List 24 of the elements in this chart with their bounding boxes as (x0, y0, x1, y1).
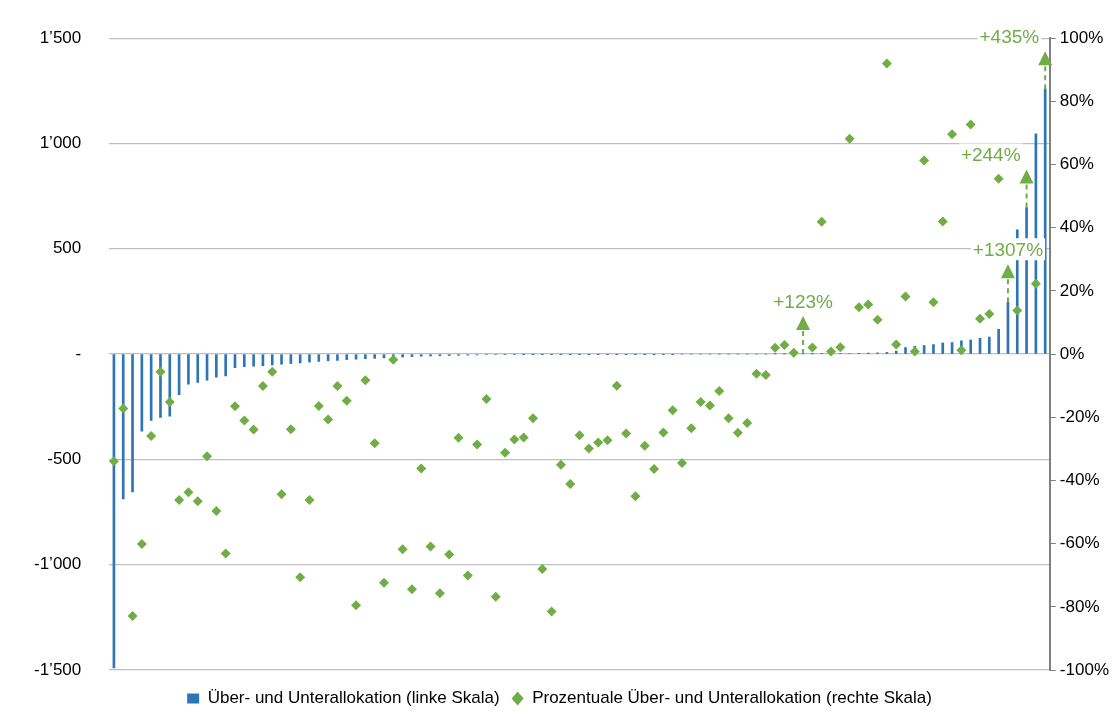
legend-label: Über- und Unterallokation (linke Skala) (207, 688, 500, 708)
text: +123% (773, 290, 833, 312)
y2-tick-label: -40% (1059, 470, 1100, 490)
y2-tick-label: -60% (1059, 533, 1100, 553)
text: +1307% (972, 239, 1044, 261)
y-tick-label: 1’000 (39, 133, 82, 153)
y-tick-label: -500 (47, 449, 82, 469)
y2-tick-label: -20% (1059, 406, 1100, 426)
y2-tick-label: 60% (1059, 154, 1094, 174)
legend-label: Prozentuale Über- und Unterallokation (rechte Skala) (532, 688, 932, 708)
y2-tick-label: 20% (1059, 280, 1094, 300)
y2-tick-label: 80% (1059, 91, 1094, 111)
y2-tick-label: -80% (1059, 596, 1100, 616)
y2-tick-label: 0% (1059, 343, 1085, 363)
text: +435% (979, 25, 1040, 47)
y-tick-label: 1’500 (39, 27, 82, 47)
y-tick-label: -1’000 (33, 554, 82, 574)
y-tick-label: -1’500 (33, 659, 82, 679)
y2-tick-label: 40% (1059, 217, 1094, 237)
y-tick-label: - (75, 343, 82, 363)
y-tick-label: 500 (52, 238, 82, 258)
y2-tick-label: -100% (1059, 659, 1109, 679)
text: +244% (960, 144, 1021, 166)
y2-tick-label: 100% (1059, 27, 1104, 47)
